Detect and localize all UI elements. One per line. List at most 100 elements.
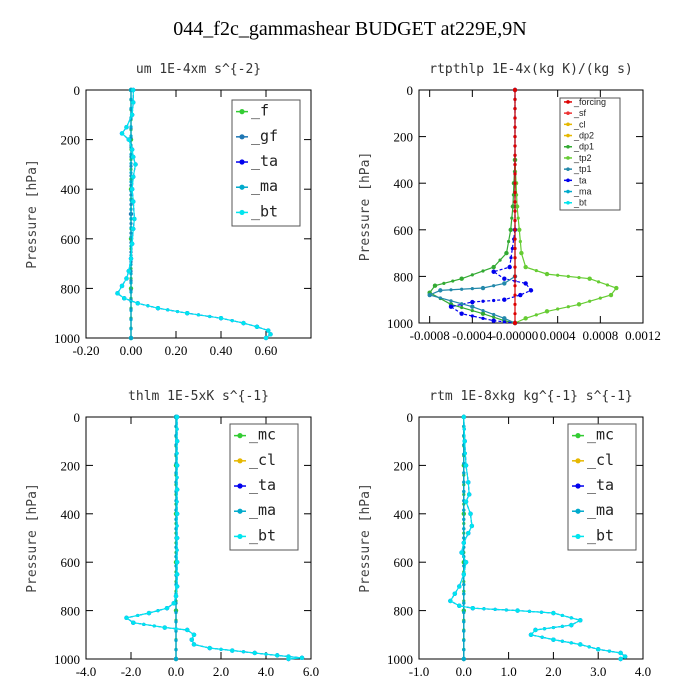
data-point (129, 327, 133, 331)
data-point (463, 499, 469, 504)
data-point (174, 414, 180, 420)
data-point (510, 246, 514, 251)
data-point (129, 147, 135, 152)
data-point (461, 414, 466, 420)
y-tick-label: 800 (394, 604, 414, 619)
data-point (470, 299, 475, 305)
data-point (618, 650, 623, 656)
y-axis-label: Pressure [hPa] (25, 159, 40, 269)
data-point (551, 625, 556, 630)
legend-marker (566, 122, 570, 127)
legend-label: _cl (249, 451, 276, 469)
legend-label: _ma (249, 501, 276, 519)
legend-label: _dp2 (573, 131, 594, 141)
data-point (175, 451, 179, 455)
data-point (459, 276, 464, 281)
y-tick-label: 200 (394, 458, 414, 473)
legend-label: _tp2 (573, 153, 592, 163)
data-point (254, 324, 260, 330)
legend-label: _f (251, 102, 269, 120)
data-point (607, 649, 612, 653)
series-forcing (512, 87, 518, 326)
data-point (513, 293, 517, 297)
data-point (513, 97, 517, 101)
data-point (544, 309, 550, 314)
plot-title: thlm 1E-5xK s^{-1} (128, 389, 269, 404)
legend-marker (575, 533, 581, 540)
data-point (275, 653, 280, 658)
data-point (459, 550, 464, 555)
legend-marker (566, 133, 570, 138)
data-point (152, 624, 156, 628)
data-point (516, 216, 520, 220)
x-tick-label: -0.0004 (452, 328, 493, 343)
legend-label: _tp1 (573, 164, 592, 174)
data-point (131, 226, 136, 232)
legend-marker (566, 100, 570, 104)
legend-marker (566, 144, 570, 149)
data-point (442, 281, 446, 285)
data-point (523, 264, 528, 270)
data-point (463, 560, 469, 565)
data-point (513, 256, 517, 260)
legend-marker (575, 433, 581, 439)
data-point (587, 276, 592, 281)
data-point (174, 463, 180, 468)
data-point (162, 625, 167, 630)
data-point (566, 305, 570, 309)
legend-marker (239, 209, 245, 216)
data-point (514, 204, 520, 209)
data-point (119, 131, 125, 136)
data-point (596, 647, 601, 652)
data-point (449, 299, 453, 303)
data-point (551, 637, 556, 642)
data-point (129, 112, 135, 118)
data-point (492, 298, 496, 303)
data-point (513, 172, 517, 176)
data-point (115, 291, 120, 296)
data-point (513, 135, 517, 139)
legend: _mc _cl _ta _ma _bt (567, 423, 637, 551)
data-point (129, 272, 133, 276)
data-point (155, 306, 161, 311)
data-point (462, 427, 466, 431)
data-point (129, 180, 133, 184)
data-point (481, 308, 485, 313)
legend-label: _sf (573, 108, 587, 118)
y-tick-label: 800 (61, 604, 81, 619)
y-tick-label: 0 (74, 83, 81, 98)
data-point (427, 292, 432, 298)
legend-marker (566, 200, 570, 205)
data-point (218, 315, 224, 321)
legend-label: _bt (251, 202, 278, 220)
legend-label: _mc (587, 426, 614, 444)
legend-label: _cl (587, 451, 614, 469)
data-point (461, 572, 466, 577)
legend-marker (237, 533, 243, 540)
data-point (174, 572, 180, 577)
data-point (508, 227, 513, 232)
data-point (451, 279, 455, 283)
legend-marker (575, 458, 581, 464)
data-point (462, 592, 466, 596)
data-point (175, 309, 180, 314)
data-point (129, 235, 133, 239)
data-point (129, 171, 133, 175)
y-tick-label: 800 (394, 269, 414, 284)
x-tick-label: -0.0008 (410, 328, 450, 343)
x-tick-label: 0.0 (168, 664, 184, 679)
y-tick-label: 1000 (54, 652, 80, 667)
series-tp2 (512, 157, 619, 326)
y-axis-label: Pressure [hPa] (358, 483, 373, 593)
data-point (461, 540, 466, 546)
x-tick-label: 3.0 (590, 664, 606, 679)
data-point (498, 258, 502, 262)
legend-marker (566, 167, 570, 171)
data-point (513, 302, 517, 306)
data-point (185, 311, 190, 316)
plot-title: rtm 1E-8xkg kg^{-1} s^{-1} (429, 389, 633, 404)
data-point (502, 276, 507, 281)
x-tick-label: 2.0 (545, 664, 561, 679)
data-point (507, 264, 512, 270)
